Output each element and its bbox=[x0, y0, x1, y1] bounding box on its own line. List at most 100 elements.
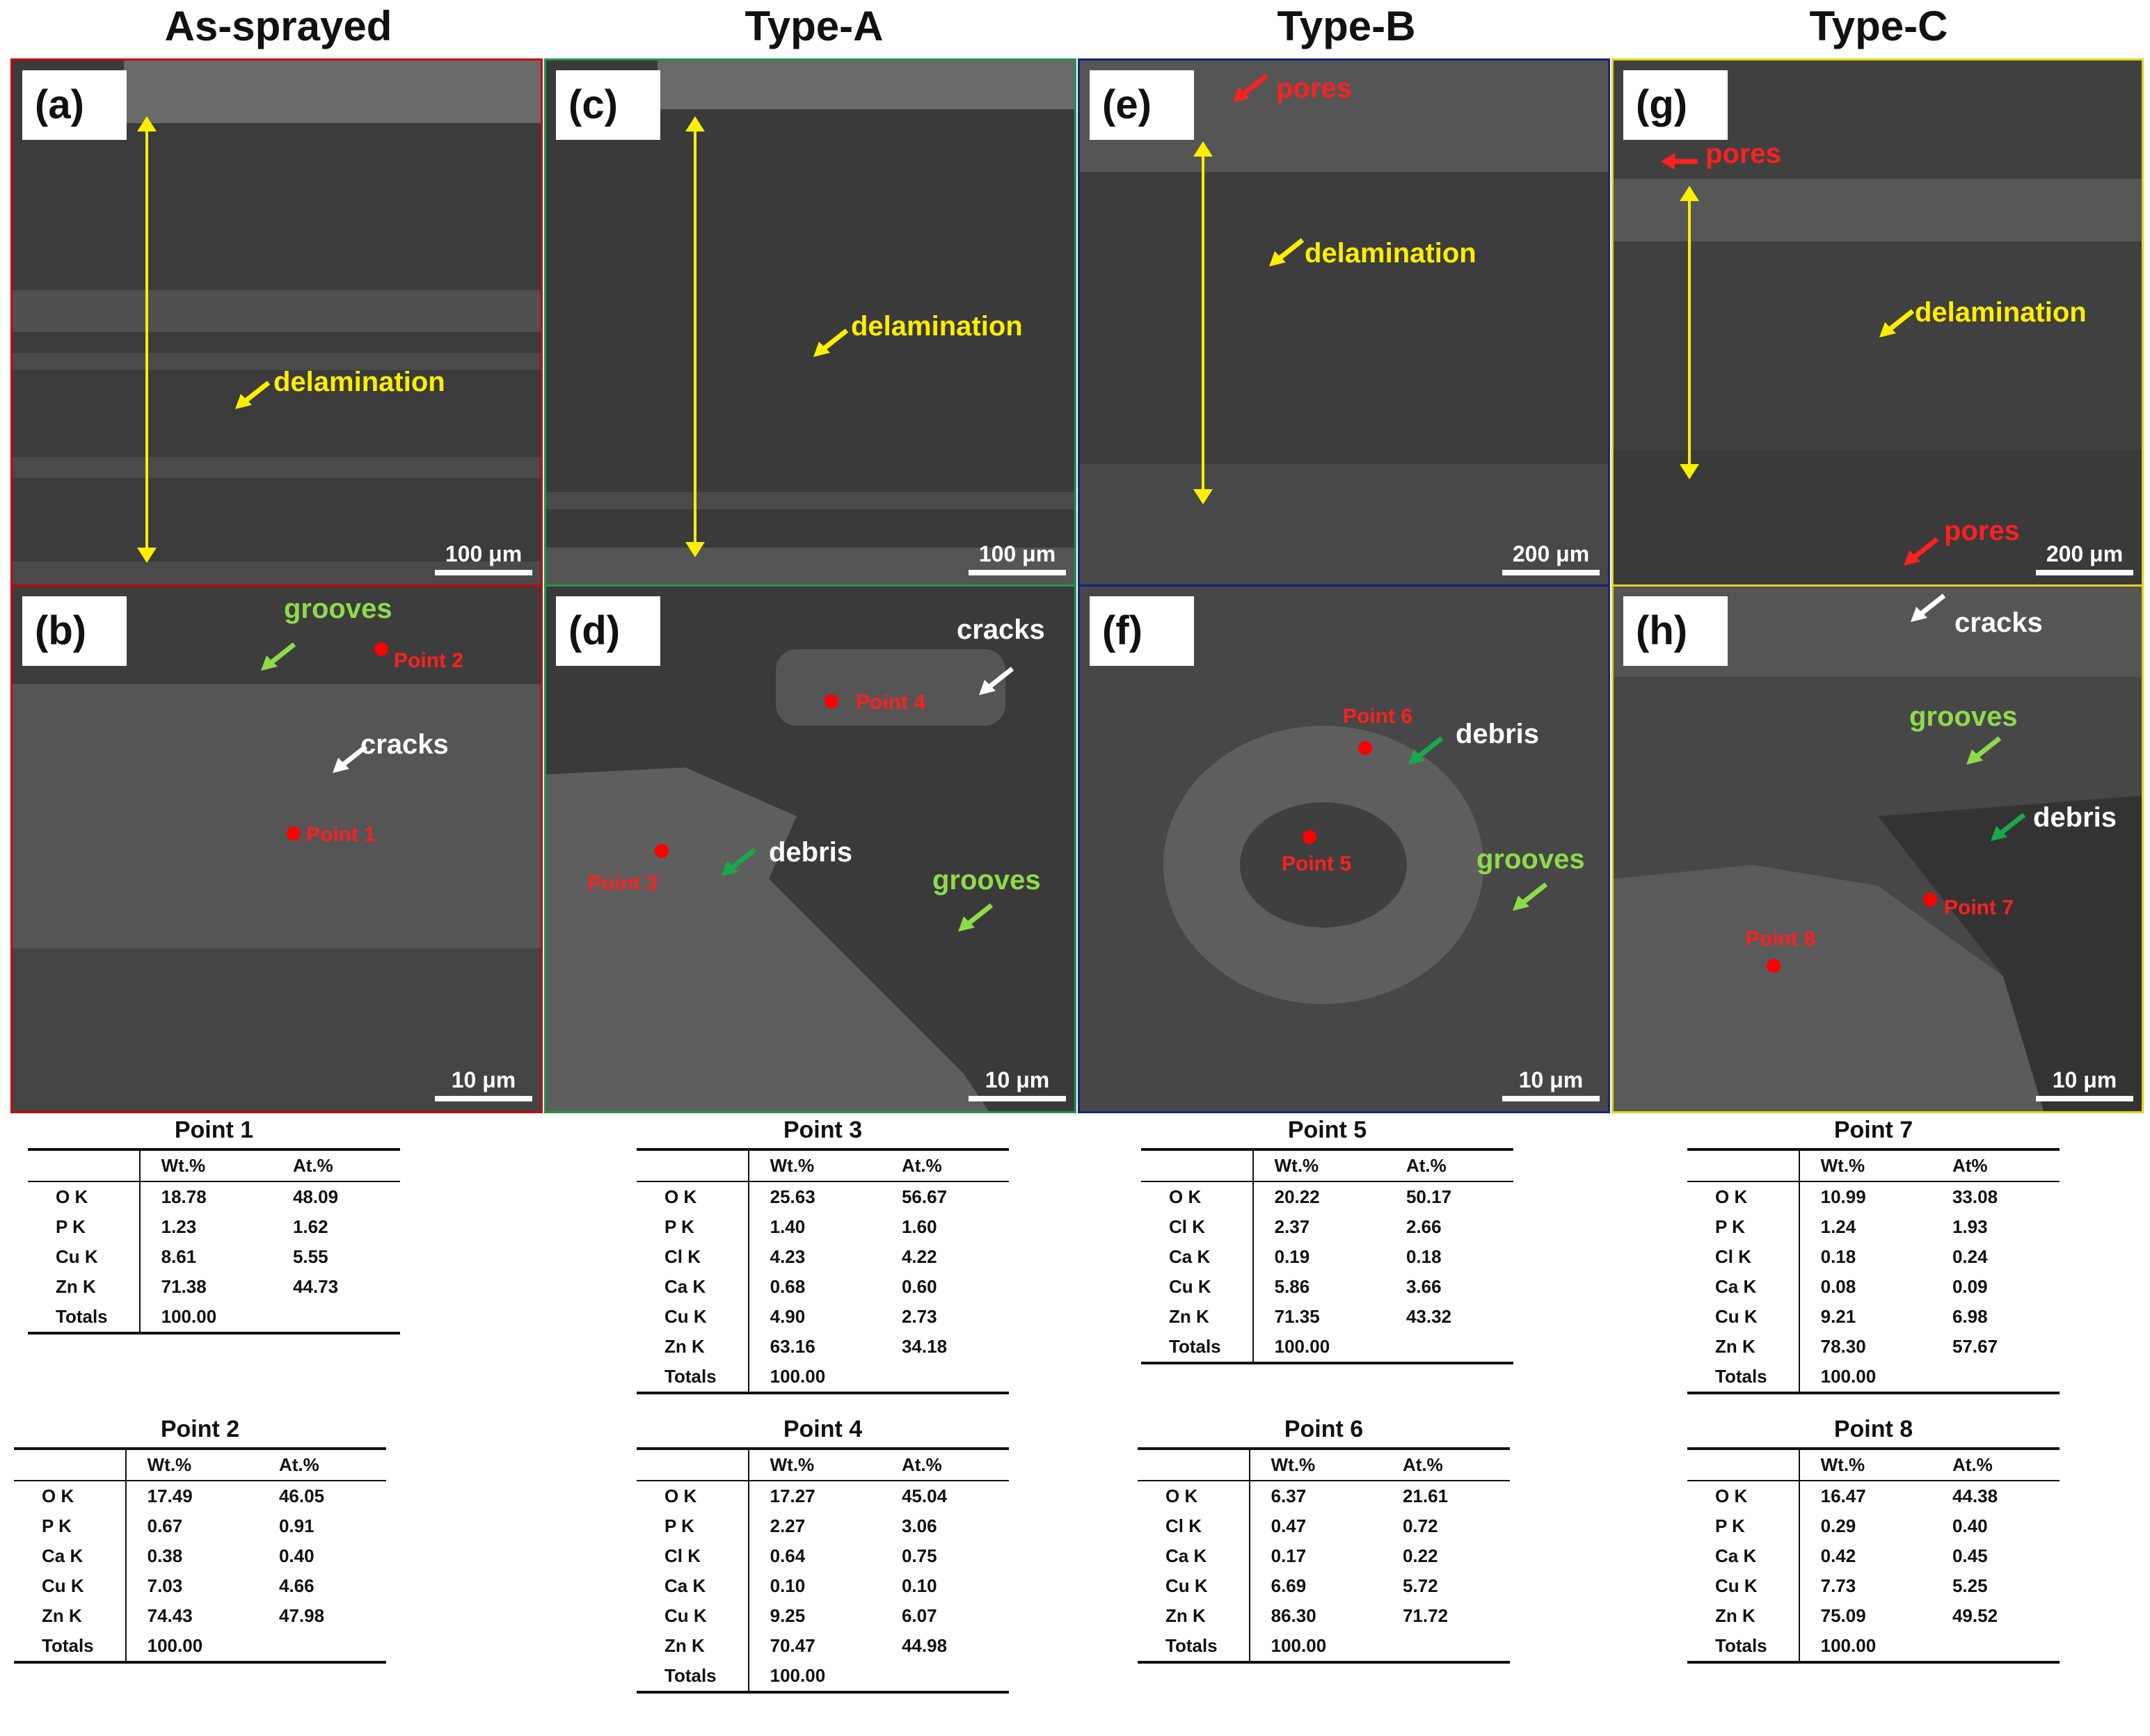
panel-label-d: (d) bbox=[556, 596, 660, 666]
element-header bbox=[1687, 1449, 1800, 1481]
element-cell: Zn K bbox=[1687, 1601, 1800, 1631]
wt-cell: 78.30 bbox=[1820, 1336, 1866, 1357]
scale-bar: 10 μm bbox=[435, 1067, 532, 1101]
scale-bar-line bbox=[969, 570, 1066, 575]
table-row: Cl K 2.37 2.66 bbox=[1141, 1212, 1513, 1242]
column-title-type-a: Type-A bbox=[744, 3, 884, 49]
table-header-row: Wt.% At.% bbox=[14, 1449, 386, 1481]
eds-table-point-7: Point 7 Wt.% At% O K 10.99 33.08 P K 1.24 1.93 Cl… bbox=[1687, 1117, 2060, 1394]
sem-image-d bbox=[546, 587, 1074, 1111]
table-row: Totals 100.00 bbox=[1687, 1362, 2060, 1393]
annotation-pores: pores bbox=[1944, 516, 2020, 546]
scale-bar-label: 10 μm bbox=[985, 1067, 1050, 1092]
green-arrow-icon bbox=[1991, 813, 2026, 841]
at-header: At.% bbox=[901, 1155, 942, 1176]
table-row: P K 1.24 1.93 bbox=[1687, 1212, 2060, 1242]
table-row: Cl K 0.47 0.72 bbox=[1138, 1511, 1510, 1541]
table-row: Ca K 0.42 0.45 bbox=[1687, 1541, 2060, 1571]
element-cell: O K bbox=[1687, 1181, 1800, 1212]
table-header-row: Wt.% At.% bbox=[28, 1149, 400, 1181]
point-2-marker bbox=[374, 642, 388, 656]
element-cell: Cu K bbox=[14, 1571, 127, 1601]
at-cell: 50.17 bbox=[1406, 1186, 1452, 1207]
element-header bbox=[1687, 1149, 1800, 1181]
sem-image-f bbox=[1080, 587, 1608, 1111]
wt-cell: 6.69 bbox=[1271, 1575, 1307, 1596]
wt-cell: 0.08 bbox=[1820, 1276, 1856, 1297]
at-cell: 0.72 bbox=[1402, 1515, 1438, 1536]
element-cell: Ca K bbox=[637, 1571, 749, 1601]
scale-bar: 200 μm bbox=[1502, 541, 1600, 575]
point-3-label: Point 3 bbox=[588, 872, 658, 895]
wt-header: Wt.% bbox=[147, 1454, 192, 1475]
wt-cell: 71.35 bbox=[1274, 1306, 1320, 1327]
at-header: At.% bbox=[1402, 1454, 1443, 1475]
column-title-type-b: Type-B bbox=[1277, 3, 1416, 49]
wt-cell: 16.47 bbox=[1820, 1486, 1866, 1506]
point-8-marker bbox=[1767, 959, 1781, 973]
element-cell: Zn K bbox=[1141, 1302, 1254, 1332]
panel-label-c: (c) bbox=[556, 70, 660, 140]
sem-panel-g: (g) pores delamination pores 200 μm bbox=[1611, 58, 2144, 587]
table-title: Point 8 bbox=[1833, 1416, 1913, 1442]
table-row: Ca K 0.08 0.09 bbox=[1687, 1272, 2060, 1302]
wt-cell: 0.47 bbox=[1271, 1515, 1307, 1536]
annotation-delamination: delamination bbox=[273, 367, 445, 397]
table-row: O K 16.47 44.38 bbox=[1687, 1481, 2060, 1511]
element-cell: Cu K bbox=[637, 1601, 749, 1631]
wt-cell: 0.38 bbox=[147, 1545, 183, 1566]
element-cell: Cu K bbox=[1141, 1272, 1254, 1302]
at-cell: 44.38 bbox=[1952, 1486, 1998, 1506]
wt-cell: 4.23 bbox=[770, 1246, 806, 1267]
table-row: Zn K 71.35 43.32 bbox=[1141, 1302, 1513, 1332]
table-row: O K 17.27 45.04 bbox=[637, 1481, 1009, 1511]
at-cell: 46.05 bbox=[278, 1486, 325, 1506]
annotation-delamination: delamination bbox=[851, 311, 1023, 342]
red-arrow-icon bbox=[1661, 153, 1698, 170]
wt-cell: 1.24 bbox=[1820, 1216, 1856, 1237]
element-cell: O K bbox=[637, 1181, 749, 1212]
arrow-tip-up bbox=[137, 116, 157, 132]
scale-bar: 10 μm bbox=[1502, 1067, 1600, 1101]
at-header: At.% bbox=[1952, 1454, 1993, 1475]
annotation-cracks: cracks bbox=[1954, 607, 2043, 638]
at-cell bbox=[1382, 1631, 1510, 1662]
yellow-arrow-icon bbox=[813, 328, 849, 357]
red-arrow-icon bbox=[1904, 537, 1939, 566]
green-arrow-icon bbox=[958, 903, 994, 932]
green-arrow-icon bbox=[1966, 736, 2002, 765]
annotation-debris: debris bbox=[2033, 802, 2117, 833]
table-row: Cu K 8.61 5.55 bbox=[28, 1242, 400, 1272]
table-row: Cu K 9.25 6.07 bbox=[637, 1601, 1009, 1631]
arrow-tip-down bbox=[1193, 489, 1213, 504]
wt-cell: 100.00 bbox=[1820, 1635, 1877, 1656]
element-cell: Cu K bbox=[1138, 1571, 1250, 1601]
table-row: Ca K 0.38 0.40 bbox=[14, 1541, 386, 1571]
scale-bar-label: 10 μm bbox=[1518, 1067, 1584, 1092]
element-cell: Totals bbox=[1687, 1362, 1800, 1393]
wt-cell: 0.10 bbox=[770, 1575, 806, 1596]
annotation-pores: pores bbox=[1276, 73, 1352, 104]
wt-cell: 7.03 bbox=[147, 1575, 183, 1596]
at-cell: 1.93 bbox=[1952, 1216, 1988, 1237]
panel-label-b: (b) bbox=[22, 596, 127, 666]
wt-cell: 100.00 bbox=[161, 1306, 217, 1327]
element-cell: Cl K bbox=[1138, 1511, 1250, 1541]
at-cell: 44.73 bbox=[292, 1276, 339, 1297]
element-cell: P K bbox=[1687, 1212, 1800, 1242]
element-header bbox=[14, 1449, 127, 1481]
table-row: Zn K 86.30 71.72 bbox=[1138, 1601, 1510, 1631]
table-title: Point 7 bbox=[1833, 1117, 1913, 1143]
at-header: At.% bbox=[901, 1454, 942, 1475]
table-row: Totals 100.00 bbox=[28, 1302, 400, 1333]
at-cell bbox=[1932, 1631, 2060, 1662]
at-cell: 3.06 bbox=[901, 1515, 937, 1536]
element-cell: Cu K bbox=[637, 1302, 749, 1332]
wt-cell: 71.38 bbox=[161, 1276, 207, 1297]
wt-cell: 75.09 bbox=[1820, 1605, 1866, 1626]
arrow-tip-down bbox=[137, 548, 157, 563]
at-cell: 1.62 bbox=[292, 1216, 328, 1237]
element-cell: Zn K bbox=[637, 1332, 749, 1362]
at-cell: 0.22 bbox=[1402, 1545, 1438, 1566]
table-row: Cu K 7.03 4.66 bbox=[14, 1571, 386, 1601]
